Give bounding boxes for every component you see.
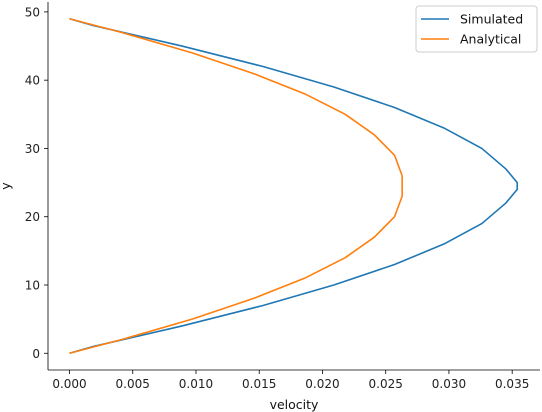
legend: Simulated Analytical (415, 5, 538, 53)
legend-frame (415, 5, 538, 53)
axes (47, 2, 540, 371)
series-line-simulated (69, 17, 519, 355)
legend-label-analytical: Analytical (460, 32, 521, 47)
series-lines (69, 17, 519, 355)
x-axis-label: velocity (270, 397, 319, 412)
y-tick-label: 10 (25, 278, 40, 292)
x-tick-label: 0.025 (369, 377, 403, 391)
y-tick-label: 40 (25, 74, 40, 88)
x-tick-label: 0.030 (432, 377, 466, 391)
x-tick-label: 0.000 (52, 377, 86, 391)
y-tick-label: 20 (25, 210, 40, 224)
series-line-analytical (69, 17, 403, 355)
x-tick-label: 0.005 (116, 377, 150, 391)
legend-label-simulated: Simulated (460, 12, 523, 27)
y-tick-label: 50 (25, 5, 40, 19)
x-tick-label: 0.015 (242, 377, 276, 391)
x-tick-label: 0.020 (305, 377, 339, 391)
x-tick-label: 0.010 (179, 377, 213, 391)
y-tick-label: 0 (32, 347, 40, 361)
y-axis-ticks: 0 10 20 30 40 50 (25, 5, 48, 361)
x-axis-ticks: 0.000 0.005 0.010 0.015 0.020 0.025 0.030 0.035 (52, 370, 529, 391)
y-tick-label: 30 (25, 142, 40, 156)
y-axis-label: y (0, 182, 13, 190)
x-tick-label: 0.035 (495, 377, 529, 391)
